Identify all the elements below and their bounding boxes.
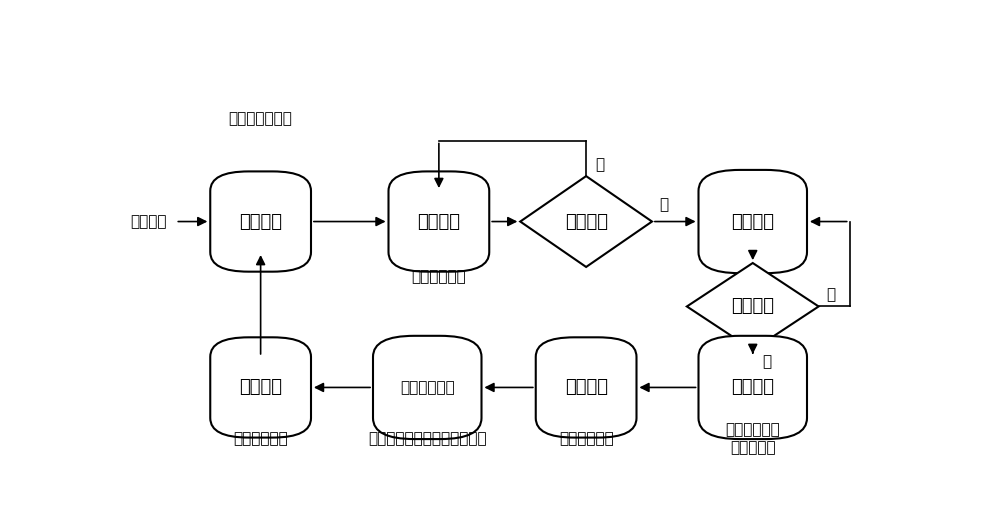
Text: 初始状态: 初始状态 xyxy=(239,212,282,230)
FancyBboxPatch shape xyxy=(210,171,311,272)
FancyBboxPatch shape xyxy=(536,338,637,438)
Text: 尾部处理: 尾部处理 xyxy=(731,379,774,397)
Polygon shape xyxy=(520,176,652,267)
FancyBboxPatch shape xyxy=(388,171,489,272)
Text: 基线处理: 基线处理 xyxy=(417,212,460,230)
Text: 等待波形恢复: 等待波形恢复 xyxy=(233,431,288,446)
Text: 过阈判定: 过阈判定 xyxy=(565,212,608,230)
Text: 波形回归: 波形回归 xyxy=(239,379,282,397)
FancyBboxPatch shape xyxy=(373,336,482,439)
Text: 离阈后继续积
分一段时间: 离阈后继续积 分一段时间 xyxy=(725,423,780,455)
FancyBboxPatch shape xyxy=(698,336,807,439)
Text: 上电复位: 上电复位 xyxy=(130,214,166,229)
Text: 否: 否 xyxy=(762,354,771,369)
Polygon shape xyxy=(687,263,819,350)
Text: 积分处理: 积分处理 xyxy=(731,212,774,230)
Text: 截断处理: 截断处理 xyxy=(565,379,608,397)
Text: 形成事例能量: 形成事例能量 xyxy=(559,431,614,446)
Text: 否: 否 xyxy=(595,157,605,172)
Text: 是: 是 xyxy=(826,287,836,302)
Text: 内部寄存器复位: 内部寄存器复位 xyxy=(229,111,293,126)
FancyBboxPatch shape xyxy=(698,170,807,273)
Text: 离阈判定: 离阈判定 xyxy=(731,298,774,315)
FancyBboxPatch shape xyxy=(210,338,311,438)
Text: 整合事例包头、能量、时间戳: 整合事例包头、能量、时间戳 xyxy=(368,431,487,446)
Text: 数字基线剔除: 数字基线剔除 xyxy=(412,269,466,284)
Text: 是: 是 xyxy=(660,196,669,212)
Text: 有效数据整合: 有效数据整合 xyxy=(400,380,455,395)
